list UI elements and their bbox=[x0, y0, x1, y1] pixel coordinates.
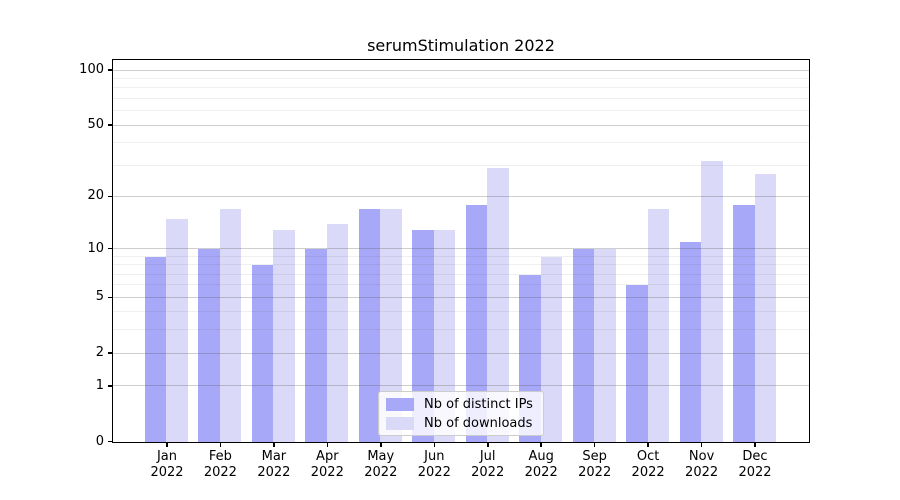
minor-gridline-60 bbox=[113, 110, 809, 112]
bar-downloads-may-2022 bbox=[380, 209, 402, 442]
legend: Nb of distinct IPs Nb of downloads bbox=[378, 391, 544, 436]
bar-ips-jul-2022 bbox=[465, 205, 488, 442]
x-tick-mark-10 bbox=[647, 443, 649, 447]
plot-area bbox=[112, 59, 810, 443]
y-axis-tick-label-5: 5 bbox=[95, 289, 104, 305]
bar-ips-may-2022 bbox=[358, 209, 381, 442]
minor-gridline-70 bbox=[113, 97, 809, 99]
x-axis-tick-label-apr-2022: Apr 2022 bbox=[310, 449, 344, 480]
minor-gridline-4 bbox=[113, 311, 809, 313]
x-tick-mark-5 bbox=[380, 443, 382, 447]
legend-label-downloads: Nb of downloads bbox=[424, 416, 533, 431]
y-axis-tick-label-20: 20 bbox=[87, 188, 104, 204]
x-axis-tick-label-feb-2022: Feb 2022 bbox=[203, 449, 237, 480]
minor-gridline-7 bbox=[113, 273, 809, 275]
minor-gridline-80 bbox=[113, 87, 809, 89]
minor-gridline-8 bbox=[113, 264, 809, 266]
y-axis-tick-label-0: 0 bbox=[95, 433, 104, 449]
bar-ips-dec-2022 bbox=[733, 205, 755, 442]
major-gridline-50 bbox=[113, 124, 809, 126]
minor-gridline-30 bbox=[113, 164, 809, 166]
bar-ips-sep-2022 bbox=[572, 249, 595, 442]
legend-label-distinct-ips: Nb of distinct IPs bbox=[424, 397, 533, 412]
x-axis-tick-label-dec-2022: Dec 2022 bbox=[738, 449, 772, 480]
x-tick-mark-7 bbox=[487, 443, 489, 447]
bar-ips-mar-2022 bbox=[251, 265, 274, 442]
minor-gridline-40 bbox=[113, 142, 809, 144]
x-axis-tick-label-may-2022: May 2022 bbox=[364, 449, 398, 480]
legend-item-distinct-ips: Nb of distinct IPs bbox=[385, 395, 537, 414]
major-gridline-10 bbox=[113, 248, 809, 249]
y-tick-mark-50 bbox=[108, 124, 112, 126]
legend-swatch-distinct-ips bbox=[386, 398, 414, 411]
y-tick-mark-2 bbox=[108, 352, 112, 354]
x-axis-tick-label-sep-2022: Sep 2022 bbox=[578, 449, 612, 480]
minor-gridline-3 bbox=[113, 329, 809, 331]
bar-downloads-feb-2022 bbox=[219, 209, 242, 442]
bar-downloads-oct-2022 bbox=[647, 209, 670, 442]
bar-downloads-nov-2022 bbox=[701, 160, 723, 442]
x-tick-mark-6 bbox=[433, 443, 435, 447]
y-tick-mark-0 bbox=[108, 440, 112, 443]
y-tick-mark-10 bbox=[108, 247, 112, 250]
x-axis-tick-label-mar-2022: Mar 2022 bbox=[257, 449, 291, 480]
y-tick-mark-5 bbox=[108, 296, 112, 298]
bar-downloads-mar-2022 bbox=[273, 229, 295, 442]
y-axis-tick-label-100: 100 bbox=[79, 62, 104, 77]
x-tick-mark-12 bbox=[754, 443, 756, 447]
minor-gridline-6 bbox=[113, 284, 809, 286]
x-axis-tick-label-jun-2022: Jun 2022 bbox=[417, 449, 451, 480]
y-axis-tick-label-50: 50 bbox=[87, 117, 104, 132]
bar-ips-oct-2022 bbox=[626, 285, 648, 442]
plot-canvas bbox=[113, 60, 809, 442]
x-tick-mark-9 bbox=[593, 443, 596, 447]
x-tick-mark-11 bbox=[700, 443, 703, 447]
y-tick-mark-1 bbox=[108, 385, 112, 387]
x-axis-tick-label-jan-2022: Jan 2022 bbox=[150, 449, 184, 480]
y-axis-tick-label-2: 2 bbox=[95, 345, 104, 361]
y-axis-tick-label-10: 10 bbox=[87, 240, 104, 256]
x-axis-tick-label-oct-2022: Oct 2022 bbox=[631, 449, 665, 480]
major-gridline-100 bbox=[113, 69, 809, 71]
bar-downloads-jun-2022 bbox=[433, 229, 456, 442]
x-tick-mark-2 bbox=[219, 443, 222, 447]
minor-gridline-90 bbox=[113, 77, 809, 79]
bar-downloads-sep-2022 bbox=[594, 249, 616, 442]
bar-downloads-jul-2022 bbox=[487, 168, 509, 442]
x-tick-mark-3 bbox=[273, 443, 275, 447]
major-gridline-5 bbox=[113, 296, 809, 298]
bar-downloads-jan-2022 bbox=[166, 218, 188, 442]
x-axis-tick-label-jul-2022: Jul 2022 bbox=[471, 449, 505, 480]
x-tick-mark-8 bbox=[540, 443, 542, 447]
y-tick-mark-100 bbox=[108, 69, 112, 71]
bar-ips-feb-2022 bbox=[198, 249, 220, 442]
bar-ips-nov-2022 bbox=[679, 242, 702, 442]
major-gridline-2 bbox=[113, 352, 809, 354]
bar-downloads-apr-2022 bbox=[326, 224, 349, 442]
x-axis-tick-label-nov-2022: Nov 2022 bbox=[685, 449, 719, 480]
bar-downloads-dec-2022 bbox=[754, 173, 777, 442]
x-tick-mark-4 bbox=[326, 443, 329, 447]
bar-ips-jan-2022 bbox=[144, 256, 167, 442]
legend-item-downloads: Nb of downloads bbox=[385, 414, 537, 433]
bar-ips-apr-2022 bbox=[305, 249, 327, 442]
y-axis-tick-label-1: 1 bbox=[95, 377, 104, 393]
legend-swatch-downloads bbox=[386, 417, 414, 430]
minor-gridline-9 bbox=[113, 255, 809, 257]
x-tick-mark-1 bbox=[166, 443, 168, 447]
chart-title: serumStimulation 2022 bbox=[367, 36, 555, 55]
major-gridline-20 bbox=[113, 195, 809, 197]
bar-ips-jun-2022 bbox=[412, 229, 434, 442]
x-axis-tick-label-aug-2022: Aug 2022 bbox=[524, 449, 558, 480]
bar-downloads-aug-2022 bbox=[540, 256, 563, 442]
y-tick-mark-20 bbox=[108, 195, 112, 198]
major-gridline-1 bbox=[113, 385, 809, 387]
